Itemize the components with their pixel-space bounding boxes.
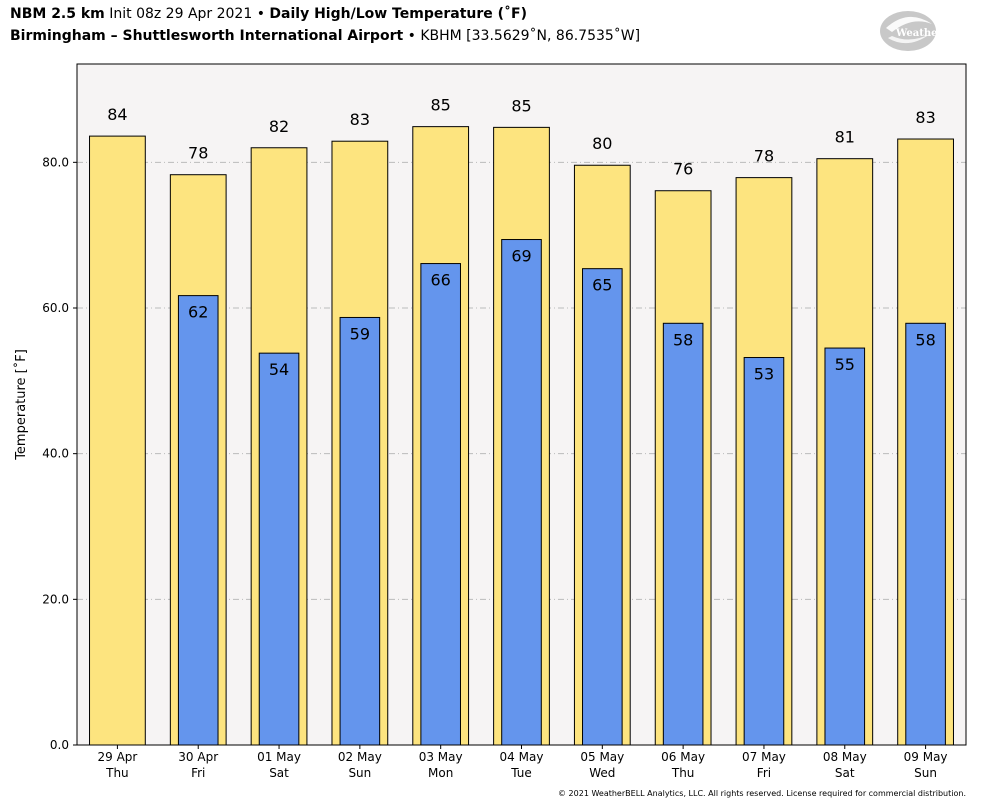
high-temp-label: 82 <box>269 117 289 136</box>
low-temp-label: 62 <box>188 303 208 322</box>
station-info: KBHM [33.5629˚N, 86.7535˚W] <box>420 28 641 44</box>
high-temp-bar <box>89 135 146 746</box>
high-temp-label: 85 <box>431 96 451 115</box>
low-temp-bar <box>582 268 623 746</box>
x-tick-label-day: Sun <box>348 766 371 780</box>
high-temp-label: 84 <box>107 105 127 124</box>
x-tick-label-date: 01 May <box>257 750 301 764</box>
location-name: Birmingham – Shuttlesworth International… <box>10 28 404 44</box>
weatherbell-logo: WeatherBELL <box>878 6 973 60</box>
low-temp-label: 65 <box>592 276 612 295</box>
x-tick-label-day: Mon <box>428 766 453 780</box>
y-tick-label: 40.0 <box>42 447 69 461</box>
x-tick-label-date: 05 May <box>580 750 624 764</box>
x-tick-label-day: Sat <box>835 766 855 780</box>
low-temp-bar <box>339 316 381 746</box>
x-tick-label-day: Wed <box>589 766 615 780</box>
copyright-notice: © 2021 WeatherBELL Analytics, LLC. All r… <box>558 789 966 798</box>
logo-text: WeatherBELL <box>895 28 970 39</box>
high-temp-label: 80 <box>592 134 612 153</box>
x-tick-label-date: 07 May <box>742 750 786 764</box>
separator-bullet: • <box>256 6 265 22</box>
init-time: Init 08z 29 Apr 2021 <box>109 6 253 22</box>
high-temp-label: 78 <box>754 147 774 166</box>
low-temp-label: 53 <box>754 365 774 384</box>
low-temp-bar <box>420 263 461 746</box>
y-tick-label: 20.0 <box>42 592 69 606</box>
y-axis-label: Temperature [˚F] <box>13 349 29 461</box>
x-tick-label-day: Fri <box>757 766 771 780</box>
y-tick-label: 80.0 <box>42 155 69 169</box>
chart-title-line-1: NBM 2.5 km Init 08z 29 Apr 2021 • Daily … <box>10 6 527 22</box>
separator-bullet: • <box>407 28 416 44</box>
low-temp-label: 58 <box>673 330 693 349</box>
x-tick-label-date: 06 May <box>661 750 705 764</box>
x-tick-label-date: 02 May <box>338 750 382 764</box>
x-tick-label-date: 03 May <box>419 750 463 764</box>
high-temp-label: 81 <box>835 128 855 147</box>
x-tick-label-day: Thu <box>671 766 695 780</box>
x-tick-label-date: 29 Apr <box>97 750 137 764</box>
low-temp-bar <box>258 352 300 746</box>
x-tick-label-day: Tue <box>510 766 532 780</box>
low-temp-bar <box>177 295 219 746</box>
low-temp-bar <box>824 347 866 746</box>
x-tick-label-date: 09 May <box>904 750 948 764</box>
x-tick-label-day: Thu <box>105 766 129 780</box>
x-tick-label-date: 30 Apr <box>178 750 218 764</box>
weatherbell-swirl-logo-icon: WeatherBELL <box>880 11 973 51</box>
x-tick-label-day: Sun <box>914 766 937 780</box>
axes: 0.0 20.0 40.0 60.0 80.0 29 Apr Thu 30 Apr Fri 01 … <box>42 155 947 780</box>
y-tick-label: 0.0 <box>50 738 69 752</box>
x-tick-label-day: Sat <box>269 766 289 780</box>
high-temp-label: 85 <box>511 96 531 115</box>
y-tick-label: 60.0 <box>42 301 69 315</box>
low-temp-label: 59 <box>350 324 370 343</box>
chart-title-line-2: Birmingham – Shuttlesworth International… <box>10 28 640 44</box>
low-temp-label: 58 <box>915 330 935 349</box>
x-tick-label-date: 04 May <box>500 750 544 764</box>
product-name: Daily High/Low Temperature (˚F) <box>269 6 527 22</box>
low-temp-label: 54 <box>269 360 289 379</box>
low-temp-label: 66 <box>431 271 451 290</box>
model-name: NBM 2.5 km <box>10 6 105 22</box>
high-temp-label: 76 <box>673 160 693 179</box>
low-temp-label: 69 <box>511 247 531 266</box>
low-temp-bar <box>905 322 946 746</box>
low-temp-bar <box>743 357 785 746</box>
low-temp-bar <box>662 322 704 746</box>
high-temp-label: 78 <box>188 144 208 163</box>
bars: 84 78 62 82 54 83 59 85 66 85 69 80 65 76 58 78 53 81 55 83… <box>89 96 954 746</box>
high-temp-label: 83 <box>350 110 370 129</box>
x-tick-label-day: Fri <box>191 766 205 780</box>
high-temp-label: 83 <box>915 108 935 127</box>
low-temp-label: 55 <box>835 355 855 374</box>
low-temp-bar <box>501 239 542 746</box>
x-tick-label-date: 08 May <box>823 750 867 764</box>
